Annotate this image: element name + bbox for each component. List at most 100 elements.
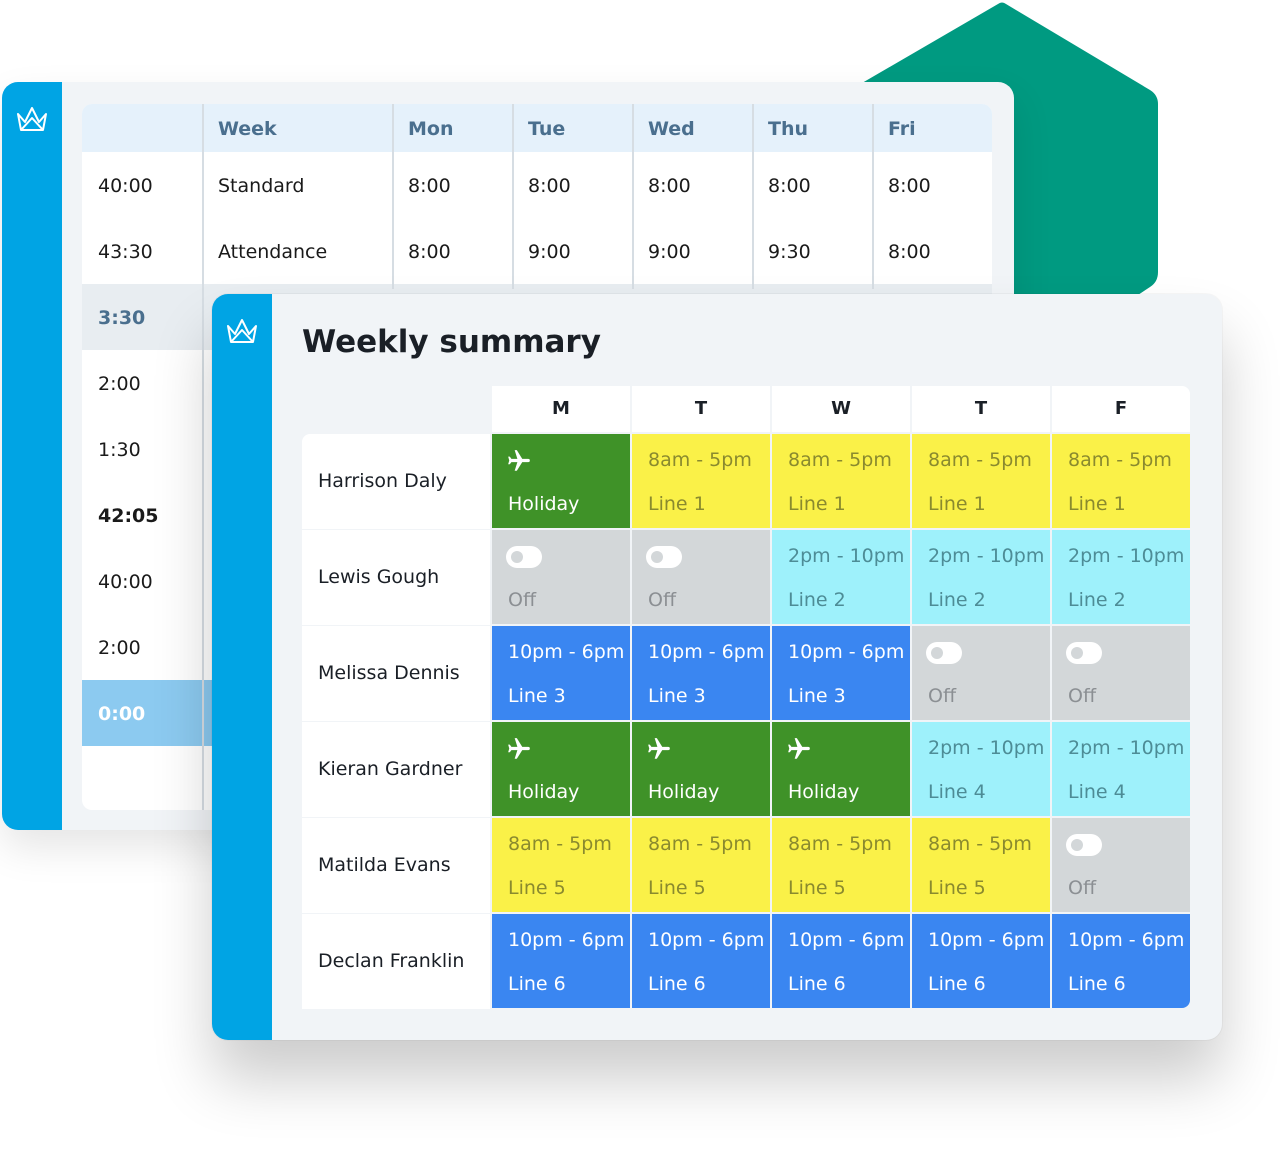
shift-time: 8am - 5pm (928, 449, 1032, 471)
shift-cell[interactable]: Off (1052, 626, 1190, 720)
page-title: Weekly summary (302, 324, 601, 360)
shift-cell[interactable]: 10pm - 6pm Line 6 (772, 914, 910, 1008)
shift-cell[interactable]: 10pm - 6pm Line 6 (632, 914, 770, 1008)
shift-label: Holiday (648, 781, 720, 803)
toggle-icon[interactable] (1066, 834, 1102, 856)
shift-time: 8am - 5pm (788, 833, 892, 855)
shift-cell[interactable]: 8am - 5pm Line 1 (1052, 434, 1190, 528)
shift-cell[interactable]: 10pm - 6pm Line 3 (632, 626, 770, 720)
selected-row[interactable] (82, 680, 212, 746)
shift-time: 10pm - 6pm (788, 641, 905, 663)
shift-cell[interactable]: Off (492, 530, 630, 624)
shift-line: Line 4 (1068, 781, 1126, 803)
shift-line: Line 3 (648, 685, 706, 707)
airplane-icon (786, 736, 812, 762)
shift-line: Line 5 (648, 877, 706, 899)
toggle-icon[interactable] (646, 546, 682, 568)
shift-line: Line 6 (648, 973, 706, 995)
table-cell: 0:00 (98, 703, 146, 725)
table-cell: 43:30 (98, 241, 153, 263)
table-cell: 9:00 (528, 241, 571, 263)
hours-table-header: Week Mon Tue Wed Thu Fri (82, 104, 992, 152)
shift-label: Off (508, 589, 537, 611)
shift-cell[interactable]: 2pm - 10pm Line 2 (772, 530, 910, 624)
shift-cell[interactable]: 10pm - 6pm Line 6 (1052, 914, 1190, 1008)
shift-time: 8am - 5pm (928, 833, 1032, 855)
column-header: Mon (408, 118, 454, 140)
shift-cell[interactable]: 8am - 5pm Line 1 (772, 434, 910, 528)
shift-cell[interactable]: 2pm - 10pm Line 4 (912, 722, 1050, 816)
shift-line: Line 1 (788, 493, 846, 515)
shift-label: Off (648, 589, 677, 611)
shift-cell[interactable]: 8am - 5pm Line 5 (912, 818, 1050, 912)
shift-line: Line 4 (928, 781, 986, 803)
shift-line: Line 1 (648, 493, 706, 515)
table-cell: 40:00 (98, 175, 153, 197)
shift-cell[interactable]: Off (1052, 818, 1190, 912)
sidebar (212, 294, 272, 1040)
employee-name: Matilda Evans (302, 818, 490, 913)
table-cell: 8:00 (768, 175, 811, 197)
shift-cell[interactable]: 8am - 5pm Line 5 (632, 818, 770, 912)
shift-time: 10pm - 6pm (508, 929, 625, 951)
day-header: W (772, 386, 910, 432)
shift-cell[interactable]: 10pm - 6pm Line 3 (492, 626, 630, 720)
table-cell: 9:30 (768, 241, 811, 263)
employee-name: Harrison Daly (302, 434, 490, 529)
toggle-icon[interactable] (926, 642, 962, 664)
weekly-summary-window: Weekly summary M T W T F Harrison Daly Holiday… (212, 294, 1222, 1040)
shift-time: 8am - 5pm (648, 449, 752, 471)
shift-cell[interactable]: Holiday (492, 434, 630, 528)
shift-cell[interactable]: 8am - 5pm Line 1 (632, 434, 770, 528)
shift-time: 10pm - 6pm (1068, 929, 1185, 951)
shift-line: Line 3 (508, 685, 566, 707)
day-header: T (632, 386, 770, 432)
shift-line: Line 5 (508, 877, 566, 899)
shift-label: Off (928, 685, 957, 707)
shift-cell[interactable]: 2pm - 10pm Line 2 (1052, 530, 1190, 624)
shift-time: 8am - 5pm (508, 833, 612, 855)
shift-line: Line 2 (1068, 589, 1126, 611)
table-cell: Attendance (218, 241, 328, 263)
column-header: Fri (888, 118, 916, 140)
table-cell: 8:00 (528, 175, 571, 197)
shift-label: Off (1068, 685, 1097, 707)
column-header: Week (218, 118, 277, 140)
shift-cell[interactable]: 8am - 5pm Line 5 (492, 818, 630, 912)
shift-cell[interactable]: 2pm - 10pm Line 2 (912, 530, 1050, 624)
shift-label: Holiday (788, 781, 860, 803)
shift-time: 2pm - 10pm (928, 545, 1045, 567)
shift-cell[interactable]: Off (632, 530, 770, 624)
shift-cell[interactable]: 8am - 5pm Line 1 (912, 434, 1050, 528)
shift-time: 10pm - 6pm (928, 929, 1045, 951)
shift-label: Holiday (508, 493, 580, 515)
shift-cell[interactable]: Holiday (632, 722, 770, 816)
shift-line: Line 6 (1068, 973, 1126, 995)
employee-name: Declan Franklin (302, 914, 490, 1009)
table-cell: 8:00 (408, 241, 451, 263)
day-header: M (492, 386, 630, 432)
shift-time: 2pm - 10pm (1068, 737, 1185, 759)
shift-cell[interactable]: 10pm - 6pm Line 3 (772, 626, 910, 720)
airplane-icon (646, 736, 672, 762)
shift-cell[interactable]: 2pm - 10pm Line 4 (1052, 722, 1190, 816)
day-header: T (912, 386, 1050, 432)
shift-cell[interactable]: Holiday (772, 722, 910, 816)
toggle-icon[interactable] (506, 546, 542, 568)
toggle-icon[interactable] (1066, 642, 1102, 664)
shift-cell[interactable]: Off (912, 626, 1050, 720)
shift-cell[interactable]: Holiday (492, 722, 630, 816)
shift-line: Line 6 (788, 973, 846, 995)
table-cell: 3:30 (98, 307, 146, 329)
airplane-icon (506, 448, 532, 474)
shift-cell[interactable]: 8am - 5pm Line 5 (772, 818, 910, 912)
shift-line: Line 6 (508, 973, 566, 995)
sidebar (2, 82, 62, 830)
column-header: Tue (528, 118, 566, 140)
shift-cell[interactable]: 10pm - 6pm Line 6 (492, 914, 630, 1008)
shift-label: Off (1068, 877, 1097, 899)
shift-time: 8am - 5pm (788, 449, 892, 471)
shift-line: Line 1 (1068, 493, 1126, 515)
shift-cell[interactable]: 10pm - 6pm Line 6 (912, 914, 1050, 1008)
shift-time: 2pm - 10pm (928, 737, 1045, 759)
